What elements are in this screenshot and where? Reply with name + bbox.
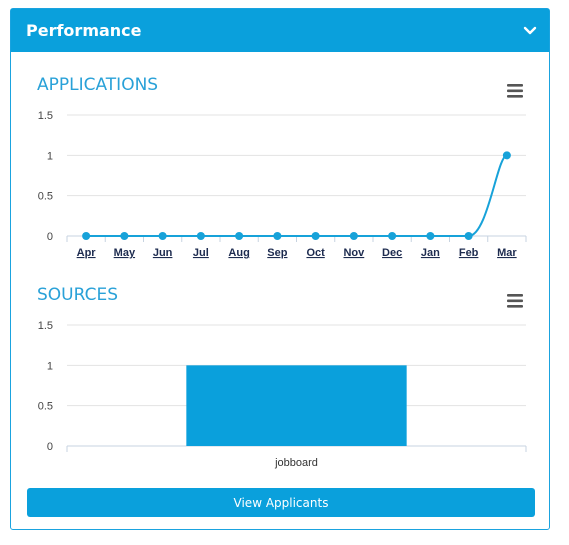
y-tick-label: 0.5 xyxy=(38,401,53,413)
performance-panel: Performance APPLICATIONS 1.5 1 0.5 0 Apr May J… xyxy=(10,8,550,530)
data-point-sep[interactable] xyxy=(273,232,282,240)
hamburger-menu-icon[interactable] xyxy=(505,293,525,309)
data-point-nov[interactable] xyxy=(349,232,358,240)
x-tick-label-may[interactable]: May xyxy=(114,247,136,259)
data-point-aug[interactable] xyxy=(235,232,244,240)
y-tick-label: 1.5 xyxy=(38,110,53,122)
data-point-jan[interactable] xyxy=(426,232,435,240)
data-point-feb[interactable] xyxy=(464,232,473,240)
y-tick-label: 0.5 xyxy=(38,191,53,203)
x-tick-label-mar[interactable]: Mar xyxy=(497,247,517,259)
data-point-may[interactable] xyxy=(120,232,129,240)
x-tick-label-sep[interactable]: Sep xyxy=(267,247,287,259)
data-point-jul[interactable] xyxy=(196,232,205,240)
sources-bar-chart: 1.5 1 0.5 0 jobboard xyxy=(38,320,527,469)
applications-line-chart: 1.5 1 0.5 0 Apr May Jun Jul Aug Sep Oct Nov Dec Jan Fe… xyxy=(38,110,527,259)
data-point-oct[interactable] xyxy=(311,232,320,240)
data-point-apr[interactable] xyxy=(82,232,91,240)
data-point-dec[interactable] xyxy=(388,232,397,240)
y-tick-label: 0 xyxy=(47,231,53,243)
x-tick-label-dec[interactable]: Dec xyxy=(382,247,402,259)
sources-chart-title: SOURCES xyxy=(37,285,118,305)
x-tick-label-apr[interactable]: Apr xyxy=(77,247,97,259)
x-tick-label-aug[interactable]: Aug xyxy=(228,247,249,259)
view-applicants-button[interactable]: View Applicants xyxy=(27,488,535,517)
chevron-down-icon[interactable] xyxy=(519,19,541,41)
x-tick-label-jun[interactable]: Jun xyxy=(153,247,173,259)
y-tick-label: 1 xyxy=(47,150,53,162)
x-tick-label-nov[interactable]: Nov xyxy=(343,247,365,259)
panel-header: Performance xyxy=(11,9,549,52)
x-tick-label-feb[interactable]: Feb xyxy=(459,247,479,259)
panel-title: Performance xyxy=(26,21,142,40)
x-tick-label-jan[interactable]: Jan xyxy=(421,247,440,259)
data-point-mar[interactable] xyxy=(502,151,511,160)
bar-jobboard[interactable] xyxy=(186,365,407,446)
y-tick-label: 0 xyxy=(47,441,53,453)
y-tick-label: 1 xyxy=(47,360,53,372)
data-point-jun[interactable] xyxy=(158,232,167,240)
y-tick-label: 1.5 xyxy=(38,320,53,332)
x-tick-label-oct[interactable]: Oct xyxy=(306,247,325,259)
x-tick-label-jobboard: jobboard xyxy=(274,457,318,469)
hamburger-menu-icon[interactable] xyxy=(505,83,525,99)
x-tick-label-jul[interactable]: Jul xyxy=(193,247,209,259)
applications-chart-title: APPLICATIONS xyxy=(37,75,159,95)
